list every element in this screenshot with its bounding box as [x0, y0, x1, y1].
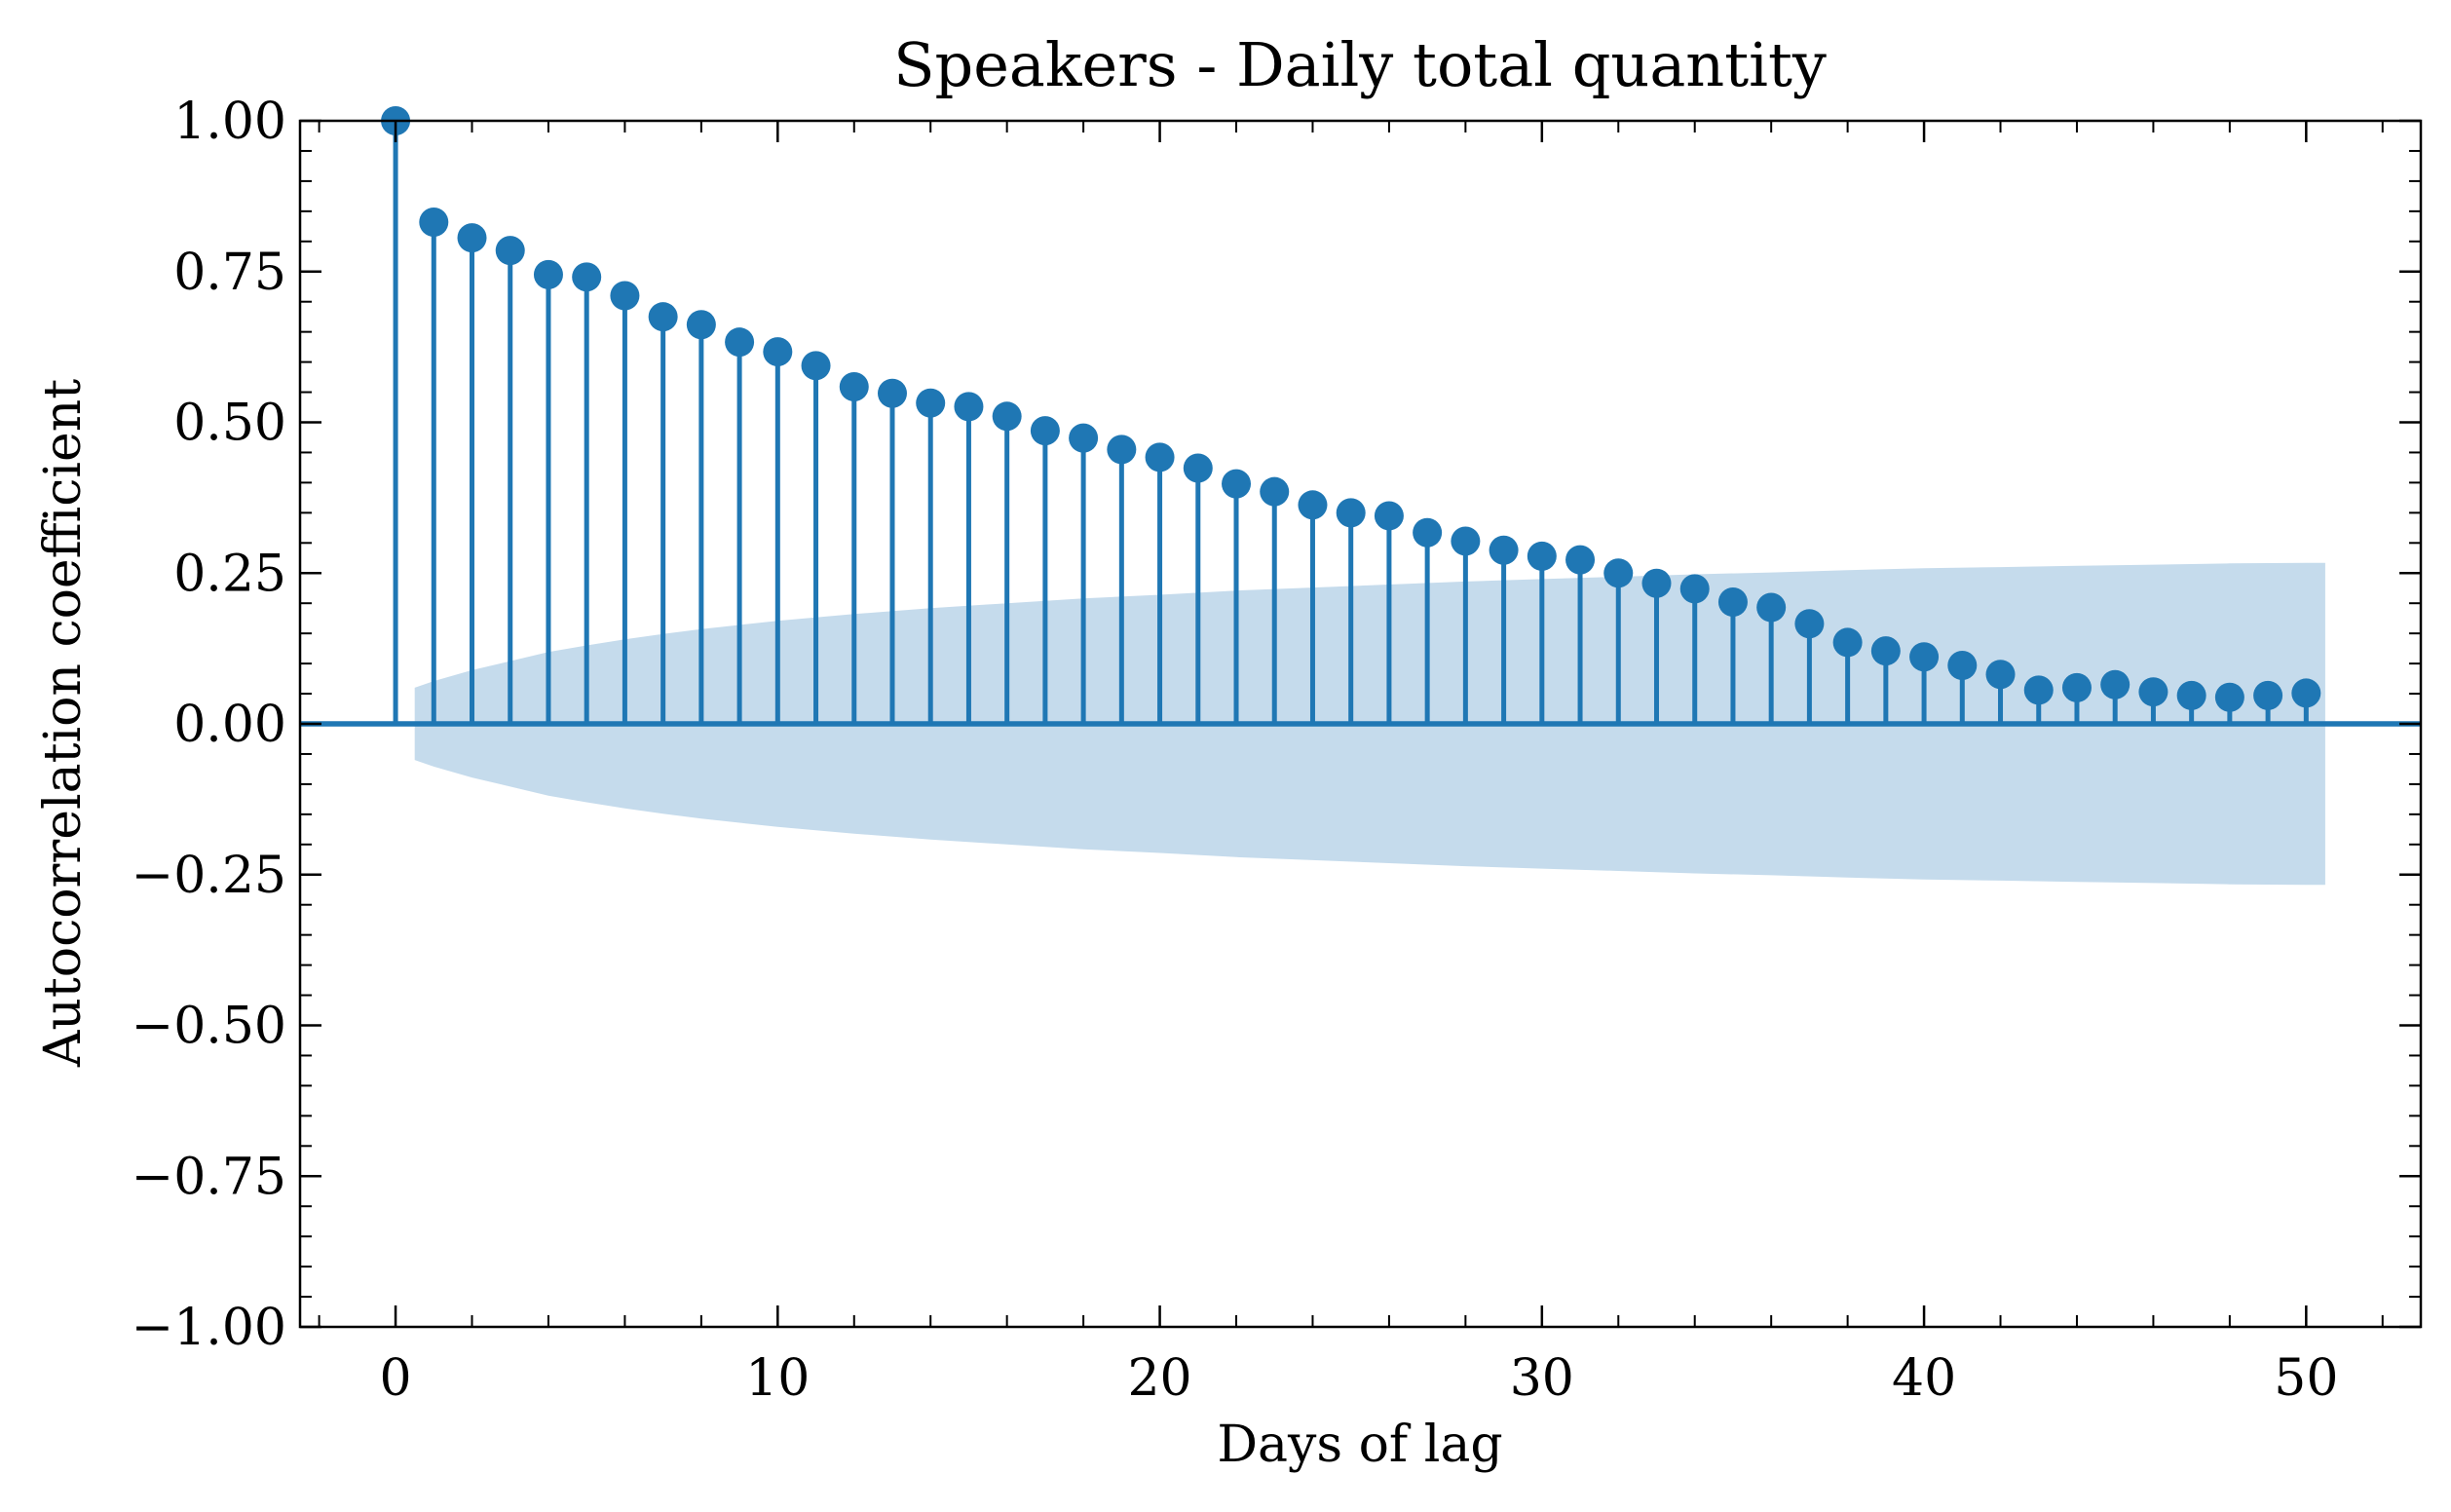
stem-marker [1794, 609, 1825, 639]
stem-marker [992, 401, 1022, 432]
stem-marker [686, 310, 716, 340]
stem-layer [381, 106, 2321, 724]
y-tick-label: 0.00 [173, 696, 286, 754]
stem-marker [1298, 490, 1328, 520]
stem-marker [2214, 682, 2244, 712]
stem-marker [1565, 545, 1596, 575]
x-tick-label: 10 [745, 1349, 810, 1408]
x-tick-label: 40 [1892, 1349, 1956, 1408]
y-axis-label: Autocorrelation coefficient [34, 379, 93, 1068]
stem-marker [1527, 541, 1557, 571]
x-tick-label: 20 [1127, 1349, 1191, 1408]
stem-marker [1717, 586, 1748, 617]
y-tick-label: −0.50 [132, 998, 286, 1056]
stem-marker [1832, 627, 1863, 658]
stem-marker [610, 281, 640, 311]
stem-marker [1870, 636, 1901, 666]
y-tick-label: −0.75 [132, 1148, 286, 1206]
stem-marker [954, 392, 984, 422]
ticks-layer: 0 10 20 30 40 50 −1.00 −0.75 −0.50 −0.25 0.00 0.25 0… [132, 93, 2421, 1408]
stem-marker [1374, 501, 1404, 531]
stem-marker [763, 337, 793, 367]
stem-marker [1679, 574, 1710, 604]
y-tick-label: 0.75 [173, 244, 286, 302]
stem-marker [648, 302, 678, 332]
y-tick-label: 0.50 [173, 395, 286, 453]
stem-marker [2138, 677, 2168, 707]
stem-marker [1985, 660, 2016, 690]
stem-marker [1947, 650, 1978, 680]
stem-marker [495, 236, 525, 266]
stem-marker [801, 351, 831, 381]
stem-marker [2291, 678, 2321, 708]
stem-marker [2253, 680, 2283, 710]
stem-marker [1222, 469, 1252, 499]
y-tick-label: 0.25 [173, 545, 286, 603]
x-tick-label: 50 [2274, 1349, 2338, 1408]
x-tick-label: 30 [1510, 1349, 1574, 1408]
stem-marker [1909, 642, 1940, 672]
stem-marker [1107, 435, 1137, 465]
x-axis-label: Days of lag [1217, 1416, 1502, 1474]
stem-marker [572, 262, 602, 292]
stem-marker [2100, 669, 2130, 699]
stem-marker [725, 327, 755, 358]
chart-title: Speakers - Daily total quantity [893, 29, 1827, 100]
stem-marker [2061, 672, 2092, 702]
stem-marker [1489, 535, 1519, 565]
stem-marker [2023, 675, 2054, 705]
x-tick-label: 0 [380, 1349, 412, 1408]
stem-marker [2176, 680, 2206, 710]
stem-marker [839, 371, 869, 401]
y-tick-label: 1.00 [173, 93, 286, 151]
y-tick-label: −0.25 [132, 847, 286, 905]
stem-marker [533, 259, 563, 289]
stem-marker [1145, 442, 1175, 472]
stem-marker [916, 388, 946, 418]
stem-marker [1336, 498, 1366, 528]
stem-marker [419, 207, 449, 237]
stem-marker [1756, 592, 1787, 623]
stem-marker [1451, 526, 1481, 556]
stem-marker [1030, 416, 1060, 446]
stem-marker [457, 223, 487, 253]
stem-marker [1641, 568, 1672, 598]
stem-marker [1413, 517, 1443, 548]
stem-marker [1069, 423, 1099, 453]
stem-marker [1260, 476, 1290, 507]
y-tick-label: −1.00 [132, 1299, 286, 1357]
stem-marker [877, 378, 907, 408]
stem-marker [1603, 558, 1634, 588]
stem-marker [1183, 453, 1213, 483]
